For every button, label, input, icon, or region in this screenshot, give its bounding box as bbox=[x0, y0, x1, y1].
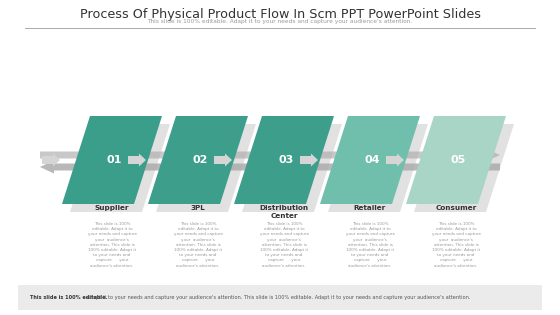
FancyArrow shape bbox=[40, 148, 500, 162]
Polygon shape bbox=[406, 116, 506, 204]
Bar bbox=[18, 285, 542, 310]
Polygon shape bbox=[320, 116, 420, 204]
Text: Distribution
Center: Distribution Center bbox=[259, 205, 309, 219]
Text: This slide is 100%
editable. Adapt it to
your needs and capture
your  audience's: This slide is 100% editable. Adapt it to… bbox=[259, 222, 309, 268]
Text: Adapt it to your needs and capture your audience's attention. This slide is 100%: Adapt it to your needs and capture your … bbox=[85, 295, 470, 300]
Text: Process Of Physical Product Flow In Scm PPT PowerPoint Slides: Process Of Physical Product Flow In Scm … bbox=[80, 8, 480, 21]
Text: This slide is 100%
editable. Adapt it to
your needs and capture
your  audience's: This slide is 100% editable. Adapt it to… bbox=[174, 222, 222, 268]
Polygon shape bbox=[234, 116, 334, 204]
Text: This slide is 100% editable.: This slide is 100% editable. bbox=[30, 295, 108, 300]
Text: This slide is 100% editable. Adapt it to your needs and capture your audience's : This slide is 100% editable. Adapt it to… bbox=[147, 19, 413, 24]
Text: 05: 05 bbox=[450, 155, 465, 165]
Polygon shape bbox=[148, 116, 248, 204]
FancyArrow shape bbox=[300, 153, 318, 167]
FancyArrow shape bbox=[386, 153, 404, 167]
Polygon shape bbox=[156, 124, 256, 212]
Text: Supplier: Supplier bbox=[95, 205, 129, 211]
Polygon shape bbox=[62, 116, 162, 204]
Polygon shape bbox=[328, 124, 428, 212]
Text: 01: 01 bbox=[106, 155, 122, 165]
FancyArrow shape bbox=[214, 153, 232, 167]
FancyArrow shape bbox=[42, 153, 60, 167]
Text: 3PL: 3PL bbox=[190, 205, 206, 211]
Text: This slide is 100%
editable. Adapt it to
your needs and capture
your  audience's: This slide is 100% editable. Adapt it to… bbox=[346, 222, 394, 268]
Text: This slide is 100%
editable. Adapt it to
your needs and capture
your  audience's: This slide is 100% editable. Adapt it to… bbox=[87, 222, 137, 268]
Polygon shape bbox=[70, 124, 170, 212]
Polygon shape bbox=[242, 124, 342, 212]
FancyArrow shape bbox=[40, 161, 500, 174]
Text: 04: 04 bbox=[364, 155, 380, 165]
Text: Consumer: Consumer bbox=[435, 205, 477, 211]
Text: Retailer: Retailer bbox=[354, 205, 386, 211]
FancyArrow shape bbox=[128, 153, 146, 167]
Text: This slide is 100%
editable. Adapt it to
your needs and capture
your  audience's: This slide is 100% editable. Adapt it to… bbox=[432, 222, 480, 268]
Text: 03: 03 bbox=[278, 155, 293, 165]
Polygon shape bbox=[414, 124, 514, 212]
Text: 02: 02 bbox=[192, 155, 208, 165]
